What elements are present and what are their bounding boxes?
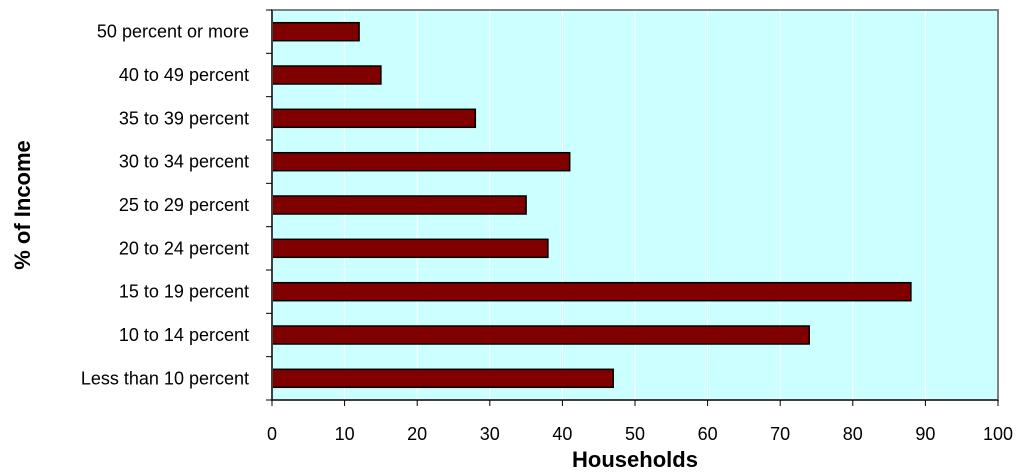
- bar: [271, 325, 810, 345]
- bar: [271, 238, 549, 259]
- bar: [271, 368, 614, 389]
- category-label: 35 to 39 percent: [119, 108, 249, 128]
- category-label: Less than 10 percent: [81, 368, 249, 388]
- x-tick-label: 80: [843, 424, 863, 444]
- x-tick-label: 0: [267, 424, 277, 444]
- x-tick-label: 30: [480, 424, 500, 444]
- x-tick-label: 90: [915, 424, 935, 444]
- x-tick-label: 20: [407, 424, 427, 444]
- y-axis-title: % of Income: [10, 140, 35, 270]
- x-tick-label: 100: [983, 424, 1013, 444]
- category-label: 15 to 19 percent: [119, 282, 249, 302]
- category-label: 20 to 24 percent: [119, 238, 249, 258]
- category-label: 30 to 34 percent: [119, 152, 249, 172]
- x-tick-labels: 0 10 20 30 40 50 60 70 80 90 100: [267, 424, 1013, 444]
- x-tick-label: 50: [625, 424, 645, 444]
- x-tick-label: 10: [335, 424, 355, 444]
- category-label: 10 to 14 percent: [119, 325, 249, 345]
- x-axis-title: Households: [572, 447, 698, 469]
- x-tick-label: 40: [552, 424, 572, 444]
- category-label: 40 to 49 percent: [119, 65, 249, 85]
- category-labels: Less than 10 percent 10 to 14 percent 15 t…: [81, 22, 249, 389]
- bar: [271, 195, 527, 215]
- bar: [271, 21, 360, 42]
- bar: [271, 151, 571, 172]
- x-tick-label: 60: [698, 424, 718, 444]
- category-label: 50 percent or more: [97, 22, 249, 42]
- bar: [271, 65, 382, 85]
- x-tick-label: 70: [770, 424, 790, 444]
- category-label: 25 to 29 percent: [119, 195, 249, 215]
- bar: [271, 281, 912, 302]
- bar: [271, 108, 477, 129]
- axis-ticks: [266, 9, 999, 406]
